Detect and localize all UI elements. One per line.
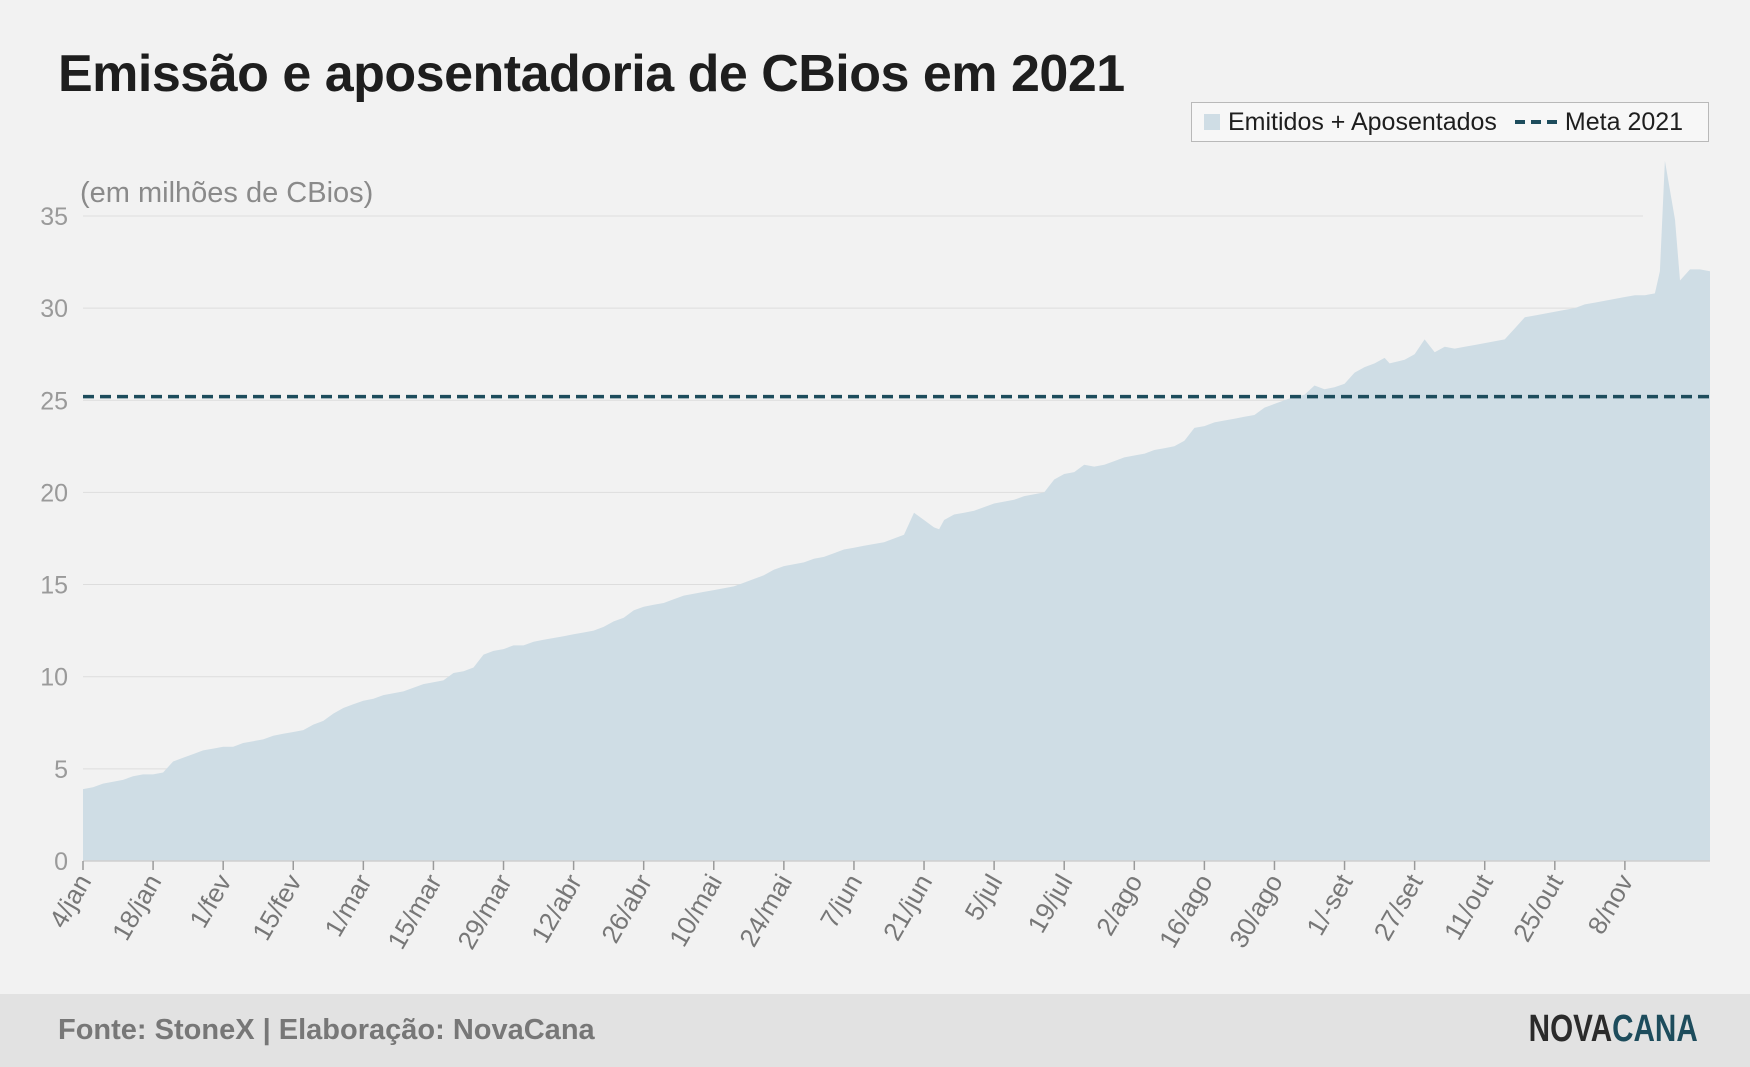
y-tick-label: 30 — [40, 295, 68, 323]
x-tick-label: 1/-set — [1300, 868, 1359, 940]
logo-part-cana: CANA — [1612, 1008, 1698, 1050]
novacana-logo: NOVA CANA — [1529, 1008, 1698, 1051]
x-tick-label: 7/jun — [814, 869, 868, 933]
x-tick-label: 30/ago — [1223, 869, 1289, 953]
x-tick-label: 11/out — [1438, 868, 1500, 945]
x-tick-label: 15/mar — [381, 869, 448, 954]
x-tick-label: 15/fev — [246, 869, 307, 945]
y-tick-label: 15 — [40, 572, 68, 600]
legend-area-label: Emitidos + Aposentados — [1228, 107, 1497, 136]
y-tick-label: 20 — [40, 479, 68, 507]
chart-title: Emissão e aposentadoria de CBios em 2021 — [58, 45, 1125, 103]
x-tick-label: 21/jun — [877, 869, 938, 945]
x-tick-label: 24/mai — [733, 869, 798, 952]
x-tick-label: 18/jan — [106, 869, 167, 945]
footer: Fonte: StoneX | Elaboração: NovaCana NOV… — [0, 994, 1750, 1067]
x-tick-label: 4/jan — [43, 869, 97, 933]
x-tick-label: 12/abr — [525, 869, 588, 948]
area-series — [83, 160, 1710, 861]
x-tick-label: 26/abr — [595, 869, 658, 948]
legend-meta-label: Meta 2021 — [1564, 107, 1684, 136]
chart-svg: 0 5 10 15 20 25 30 35 4/jan 18/jan 1/fev 15/fev 1/ma… — [40, 160, 1710, 954]
y-tick-label: 5 — [54, 756, 68, 784]
legend: Emitidos + Aposentados Meta 2021 — [1191, 102, 1709, 142]
y-tick-label: 10 — [40, 664, 68, 692]
x-tick-label: 27/set — [1367, 868, 1429, 945]
x-tick-label: 2/ago — [1090, 869, 1149, 940]
source-credit: Fonte: StoneX | Elaboração: NovaCana — [58, 1014, 595, 1046]
x-tick-label: 8/nov — [1581, 869, 1639, 939]
y-tick-label: 25 — [40, 387, 68, 415]
logo-part-nova: NOVA — [1528, 1008, 1613, 1050]
x-tick-label: 29/mar — [451, 869, 518, 954]
y-tick-label: 35 — [40, 203, 68, 231]
area-series-emitidos-aposentados — [83, 160, 1710, 861]
legend-area-swatch — [1204, 114, 1220, 130]
x-tick-label: 1/fev — [183, 869, 237, 933]
unit-note: (em milhões de CBios) — [80, 177, 373, 209]
x-tick-label: 25/out — [1507, 868, 1570, 946]
chart-area: 0 5 10 15 20 25 30 35 4/jan 18/jan 1/fev 15/fev 1/ma… — [40, 160, 1710, 954]
x-tick-label: 5/jul — [958, 869, 1008, 925]
y-tick-label: 0 — [54, 848, 68, 876]
x-tick-label: 19/jul — [1021, 869, 1078, 938]
x-tick-label: 16/ago — [1153, 869, 1219, 953]
legend-meta-dash — [1514, 120, 1559, 124]
x-tick-label: 1/mar — [318, 869, 377, 942]
x-tick-label: 10/mai — [663, 869, 728, 952]
